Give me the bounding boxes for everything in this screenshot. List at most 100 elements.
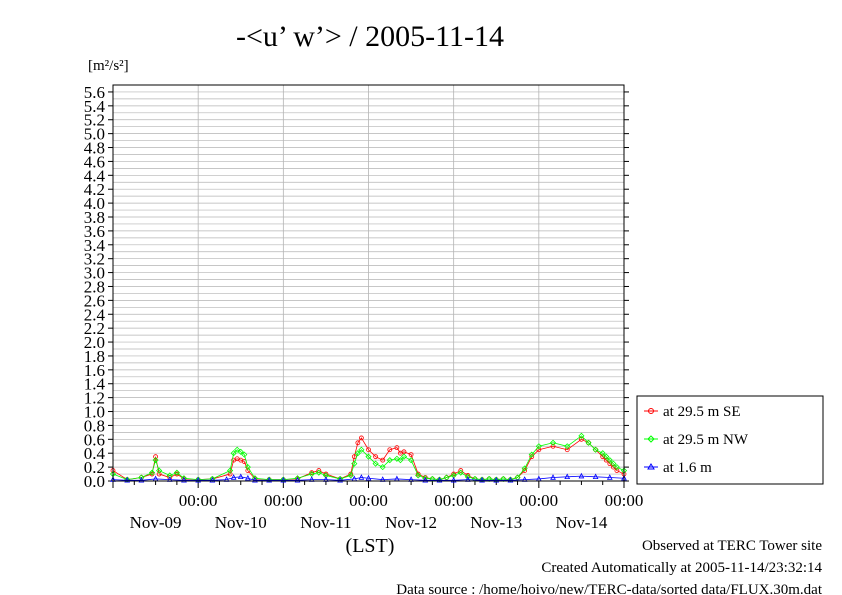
data-point [585,439,592,446]
data-point [578,432,585,439]
data-point [564,447,570,453]
legend-marker [648,408,654,414]
data-point [365,474,372,481]
data-point [394,445,400,451]
x-tick-time: 00:00 [434,491,473,510]
y-tick-label: 1.2 [84,389,105,408]
y-tick-label: 1.4 [84,375,106,394]
y-tick-label: 4.8 [84,139,105,158]
y-tick-label: 0.4 [84,444,106,463]
grid [113,85,624,481]
data-point [234,446,241,453]
data-point [241,451,248,458]
data-point [386,457,393,464]
y-tick-label: 2.0 [84,333,105,352]
data-point [124,476,131,483]
data-point [373,454,378,460]
data-point [549,439,557,446]
data-point [607,461,613,467]
data-point [358,474,365,480]
data-point [148,469,156,476]
data-point [153,454,158,460]
data-point [550,474,556,480]
data-point [479,476,485,483]
y-tick-label: 3.4 [84,236,106,255]
legend-label: at 29.5 m NW [663,432,749,448]
data-point [408,452,414,458]
data-point [610,464,616,470]
y-tick-label: 5.0 [84,125,105,144]
data-point [603,453,610,460]
x-tick-time: 00:00 [264,491,303,510]
data-point [450,476,457,483]
footer-datasource: Data source : /home/hoivo/new/TERC-data/… [396,582,823,595]
data-point [348,471,354,477]
x-tick-date: Nov-11 [300,513,351,532]
data-point [230,474,237,480]
data-point [564,443,571,450]
x-tick-date: Nov-12 [385,513,437,532]
data-point [354,450,361,457]
y-tick-label: 0.6 [84,430,105,449]
legend-marker [647,435,655,443]
data-point [138,476,145,483]
data-point [535,443,542,450]
series-2 [110,472,627,483]
data-point [614,468,620,473]
data-point [323,471,329,477]
data-point [380,457,386,463]
y-tick-label: 4.6 [84,152,105,171]
y-tick-label: 5.2 [84,111,105,130]
series-line [112,475,625,481]
data-point [244,474,251,481]
data-point [457,469,464,476]
data-point [387,447,393,453]
data-point [451,471,457,477]
series-line [112,437,625,481]
data-point [579,436,584,442]
data-point [355,440,361,446]
legend-label: at 1.6 m [663,460,712,476]
data-point [613,464,620,471]
y-tick-label: 0.2 [84,458,105,477]
legend-marker [647,463,655,470]
x-tick-time: 00:00 [605,491,644,510]
y-tick-label: 3.6 [84,222,105,241]
chart-title: -<u’ w’> / 2005-11-14 [236,20,504,53]
y-tick-label: 4.4 [84,166,106,185]
data-point [156,471,162,477]
data-point [372,460,379,467]
data-point [358,446,365,453]
x-tick-date: Nov-14 [555,513,607,532]
x-tick-date: Nov-09 [130,513,182,532]
data-point [564,473,571,480]
legend-box [636,395,824,485]
data-point [230,450,237,457]
footer-observed: Observed at TERC Tower site [642,538,822,554]
y-tick-label: 4.2 [84,180,105,199]
data-point [603,457,609,463]
legend-label: at 29.5 m SE [663,404,741,420]
data-point [266,476,272,483]
data-point [252,476,258,483]
y-tick-label: 0.0 [84,472,105,491]
y-tick-label: 2.4 [84,305,106,324]
data-point [400,453,408,460]
data-point [600,454,606,460]
data-point [606,457,613,464]
legend: at 29.5 m SE at 29.5 m NW at 1.6 m [636,395,824,485]
data-point [181,476,187,483]
x-axis-label: (LST) [346,535,395,557]
data-point [610,460,617,467]
data-point [359,435,364,441]
data-point [366,447,371,453]
data-point [152,457,159,464]
data-point [550,443,556,449]
data-point [379,464,386,471]
footer-created: Created Automatically at 2005-11-14/23:3… [541,560,822,576]
x-axis-ticks: 00:00 Nov-09 00:00 Nov-10 00:00 Nov-11 00:00 No… [112,481,644,532]
data-point [592,473,599,480]
data-point [280,476,287,483]
data-point [536,447,542,453]
